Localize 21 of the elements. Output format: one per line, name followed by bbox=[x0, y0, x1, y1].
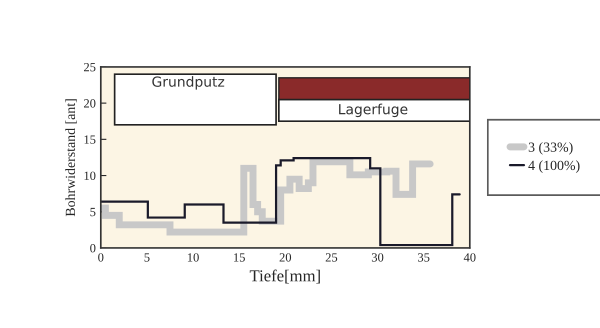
y-tick-label: 10 bbox=[84, 172, 96, 180]
y-axis-title: Bohrwiderstand [ant] bbox=[65, 99, 77, 216]
y-tick-label: 25 bbox=[84, 62, 96, 72]
y-tick-label: 20 bbox=[84, 99, 96, 108]
x-tick-label: 15 bbox=[234, 253, 245, 262]
x-tick-label: 20 bbox=[280, 253, 292, 262]
x-tick-label: 25 bbox=[326, 253, 338, 262]
y-tick-label: 0 bbox=[90, 244, 96, 252]
x-axis-title: Tiefe[mm] bbox=[250, 270, 320, 284]
annotation: Lagerfuge bbox=[339, 104, 408, 118]
annotation: Grundputz bbox=[152, 76, 224, 90]
x-tick-label: 30 bbox=[372, 253, 384, 262]
y-tick-label: 15 bbox=[84, 135, 96, 144]
x-tick-label: 40 bbox=[464, 253, 476, 262]
x-tick-label: 10 bbox=[188, 253, 199, 262]
x-tick-label: 5 bbox=[144, 253, 150, 262]
x-tick-label: 0 bbox=[98, 253, 104, 262]
x-tick-label: 35 bbox=[418, 253, 430, 262]
legend-label: 3 (33%) bbox=[528, 142, 573, 155]
y-tick-label: 5 bbox=[90, 208, 96, 216]
legend-label: 4 (100%) bbox=[528, 160, 580, 173]
